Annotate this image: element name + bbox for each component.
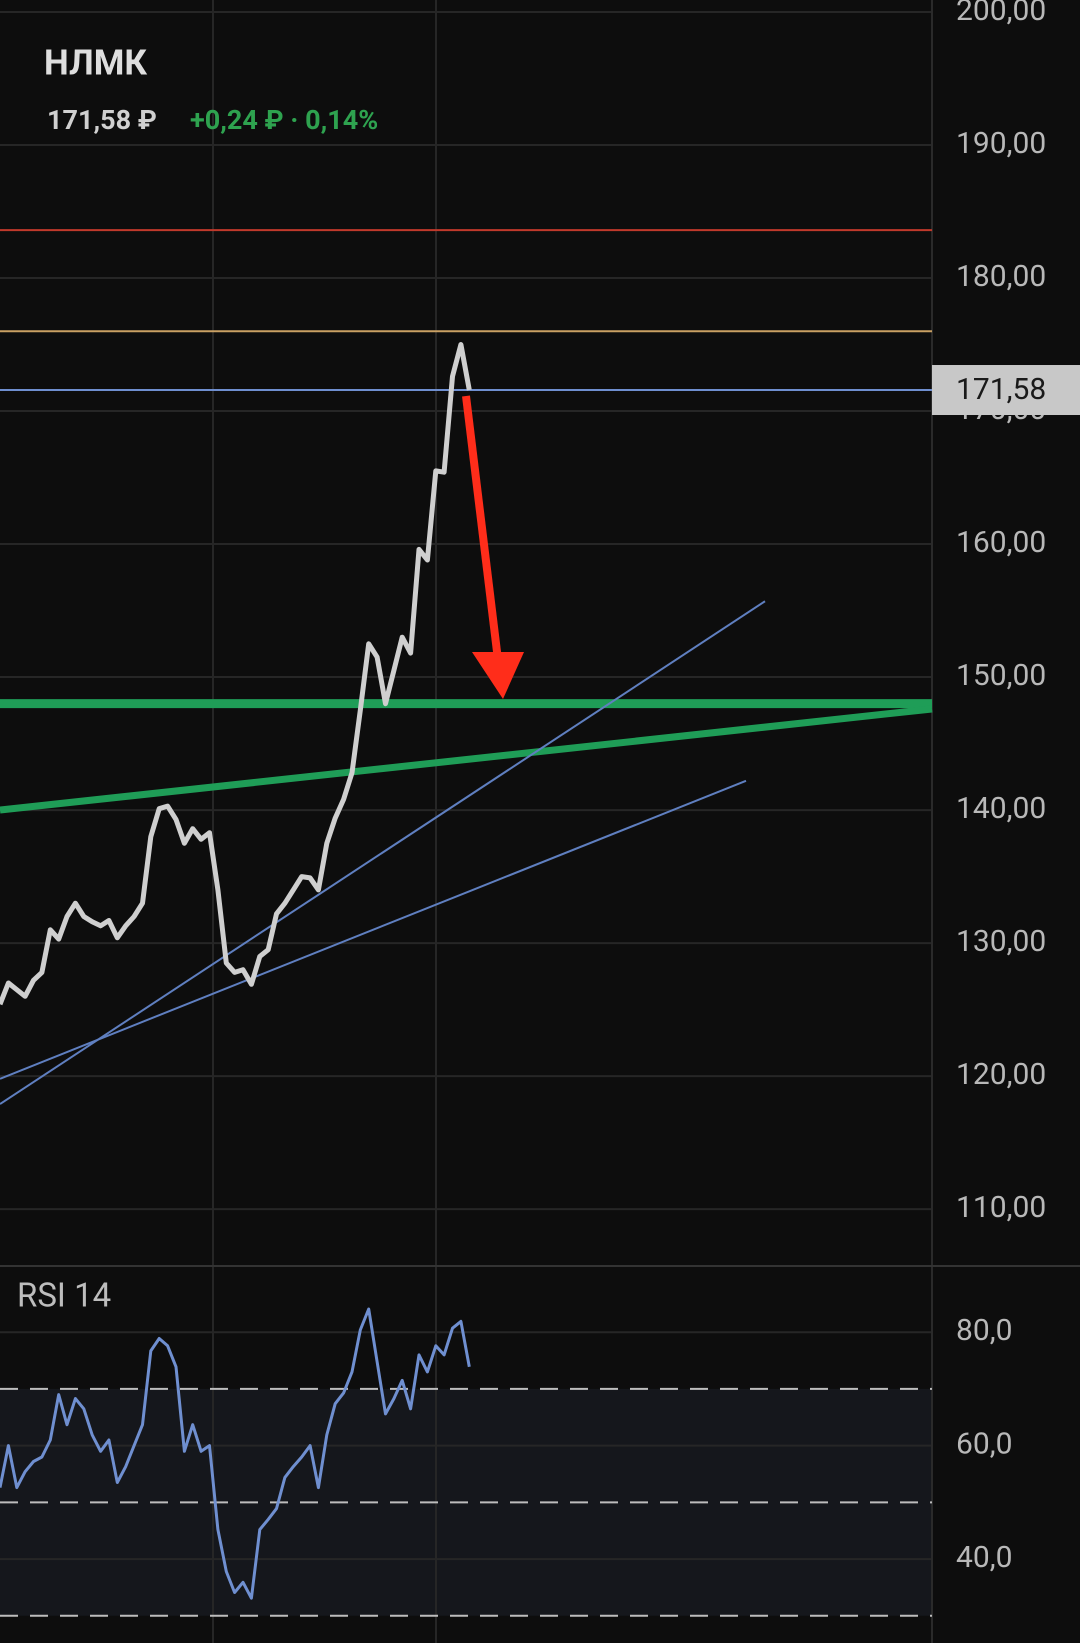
ticker-title: НЛМК <box>44 42 147 83</box>
y-tick-label: 80,0 <box>956 1313 1012 1348</box>
price-tag <box>932 365 1080 416</box>
y-tick-label: 120,00 <box>956 1057 1046 1092</box>
rsi-title: RSI 14 <box>17 1277 111 1316</box>
label-layer: 200,00190,00180,00170,00160,00150,00140,… <box>932 0 1080 1575</box>
last-price: 171,58 ₽ <box>47 104 157 136</box>
y-tick-label: 180,00 <box>956 259 1046 294</box>
price-line <box>0 1307 471 1600</box>
price-change: +0,24 ₽ · 0,14% <box>190 104 378 136</box>
trend-line <box>0 779 747 1080</box>
y-tick-label: 190,00 <box>956 126 1046 161</box>
y-tick-label: 60,0 <box>956 1427 1012 1462</box>
price-tag-label: 171,58 <box>956 372 1046 407</box>
y-tick-label: 140,00 <box>956 791 1046 826</box>
arrow-shaft <box>462 395 502 661</box>
y-tick-label: 130,00 <box>956 924 1046 959</box>
y-tick-label: 110,00 <box>956 1190 1046 1225</box>
price-line <box>0 342 472 1006</box>
arrow-head <box>472 652 524 699</box>
trend-line <box>0 705 933 814</box>
plot-layer <box>0 229 933 1617</box>
y-tick-label: 150,00 <box>956 658 1046 693</box>
y-tick-label: 40,0 <box>956 1540 1012 1575</box>
trend-line <box>0 600 766 1105</box>
y-tick-label: 160,00 <box>956 525 1046 560</box>
y-tick-label: 200,00 <box>956 0 1046 28</box>
arrow <box>462 395 524 699</box>
